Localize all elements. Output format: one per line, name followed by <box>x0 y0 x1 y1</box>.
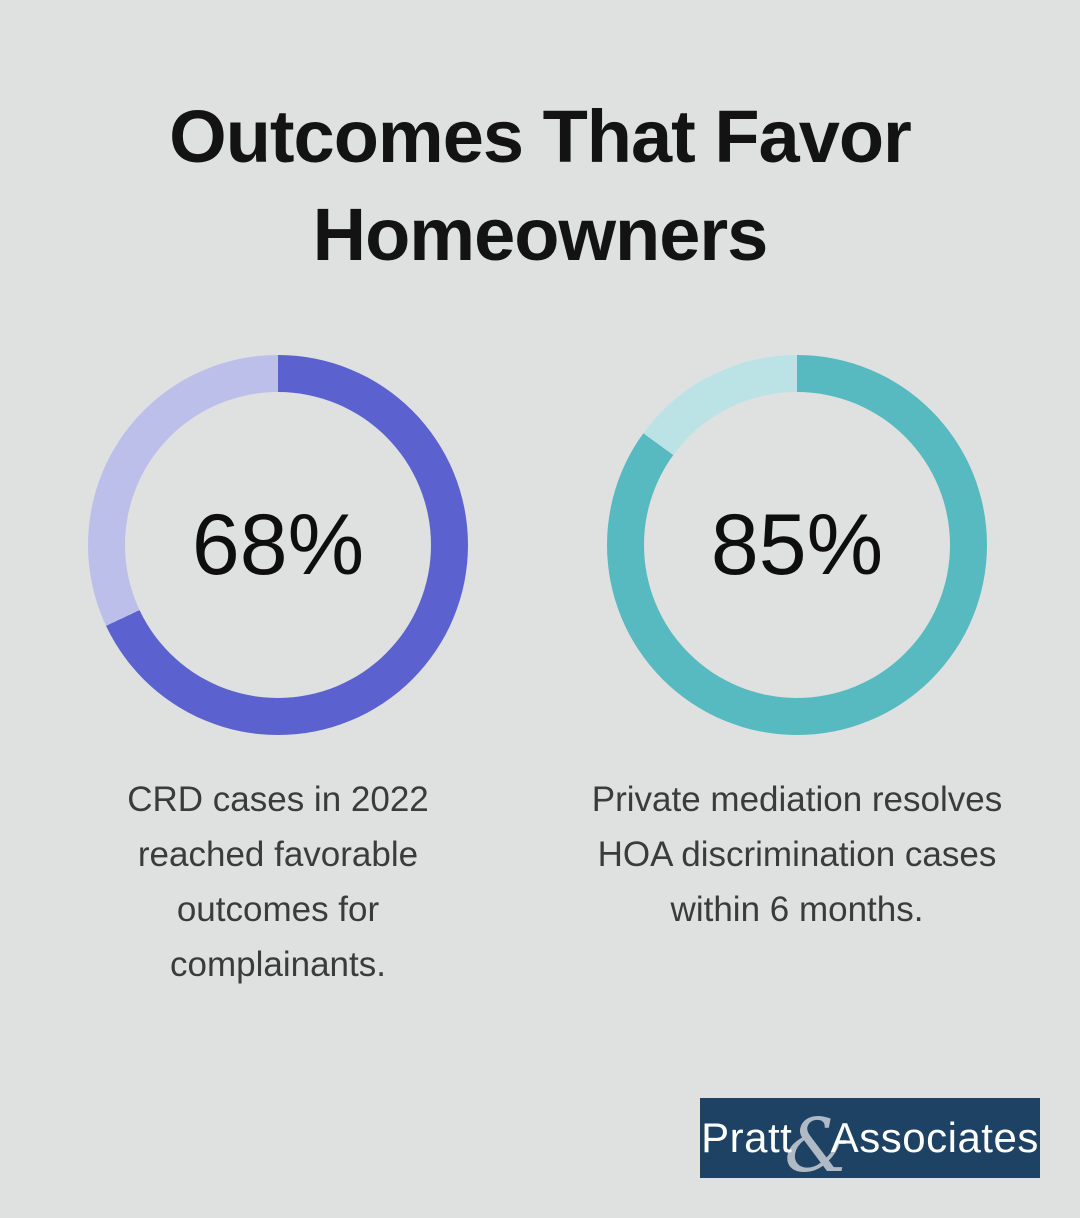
logo-background <box>700 1098 1040 1178</box>
logo-word-pratt: Pratt <box>701 1114 793 1161</box>
chart-caption-mediation: Private mediation resolves HOA discrimin… <box>591 780 1003 929</box>
donut-hole: 85% <box>644 392 950 698</box>
company-logo: Pratt & Associates <box>700 1098 1040 1189</box>
percent-label: 68% <box>191 496 365 593</box>
chart-caption-crd-cases: CRD cases in 2022 reached favorable outc… <box>127 780 429 984</box>
donut-hole: 68% <box>125 392 431 698</box>
logo-word-associates: Associates <box>830 1114 1039 1161</box>
donut-chart-crd-cases: 68% <box>88 355 468 735</box>
percent-label: 85% <box>710 496 884 593</box>
donut-chart-mediation: 85% <box>607 355 987 735</box>
page-title: Outcomes That Favor Homeowners <box>169 95 912 277</box>
logo-text: Pratt & Associates <box>701 1103 1039 1189</box>
